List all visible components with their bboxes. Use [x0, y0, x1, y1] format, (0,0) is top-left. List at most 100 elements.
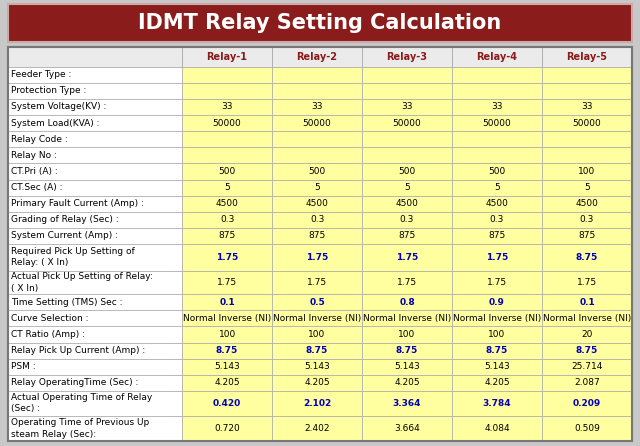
Text: 50000: 50000 — [303, 119, 332, 128]
Bar — [182, 310, 272, 326]
Text: 3.784: 3.784 — [483, 399, 511, 408]
Bar — [8, 47, 632, 441]
Text: 1.75: 1.75 — [396, 253, 418, 262]
Text: Relay-3: Relay-3 — [387, 52, 428, 62]
Bar — [272, 83, 362, 99]
Bar — [8, 391, 182, 416]
Bar — [362, 131, 452, 147]
Text: Operating Time of Previous Up
steam Relay (Sec):: Operating Time of Previous Up steam Rela… — [11, 418, 149, 438]
Text: CT Ratio (Amp) :: CT Ratio (Amp) : — [11, 330, 85, 339]
Bar — [542, 228, 632, 244]
Text: Normal Inverse (NI): Normal Inverse (NI) — [543, 314, 631, 323]
Text: 4.205: 4.205 — [304, 378, 330, 387]
Bar — [182, 391, 272, 416]
Bar — [182, 343, 272, 359]
Text: 5: 5 — [224, 183, 230, 192]
Text: Relay OperatingTime (Sec) :: Relay OperatingTime (Sec) : — [11, 378, 138, 387]
Bar — [272, 326, 362, 343]
Text: 5.143: 5.143 — [304, 362, 330, 371]
Bar — [362, 359, 452, 375]
Text: System Load(KVA) :: System Load(KVA) : — [11, 119, 99, 128]
Text: 2.087: 2.087 — [574, 378, 600, 387]
Bar — [542, 47, 632, 67]
Text: 5.143: 5.143 — [394, 362, 420, 371]
Bar — [362, 163, 452, 180]
Bar — [542, 196, 632, 212]
Bar — [362, 180, 452, 196]
Bar — [362, 343, 452, 359]
Bar — [452, 115, 542, 131]
Bar — [542, 212, 632, 228]
Text: 8.75: 8.75 — [576, 253, 598, 262]
Bar — [452, 196, 542, 212]
Bar — [362, 375, 452, 391]
Bar — [8, 375, 182, 391]
Bar — [362, 83, 452, 99]
Text: Required Pick Up Setting of
Relay: ( X In): Required Pick Up Setting of Relay: ( X I… — [11, 248, 135, 268]
Bar — [452, 271, 542, 294]
Bar — [8, 310, 182, 326]
Bar — [272, 228, 362, 244]
Text: Normal Inverse (NI): Normal Inverse (NI) — [273, 314, 361, 323]
Bar — [452, 212, 542, 228]
Text: 4500: 4500 — [216, 199, 239, 208]
Bar — [8, 196, 182, 212]
Bar — [272, 163, 362, 180]
Bar — [272, 67, 362, 83]
Bar — [8, 4, 632, 42]
Bar — [362, 47, 452, 67]
Text: Normal Inverse (NI): Normal Inverse (NI) — [453, 314, 541, 323]
Text: Relay-2: Relay-2 — [296, 52, 337, 62]
Bar — [8, 147, 182, 163]
Bar — [362, 196, 452, 212]
Bar — [542, 131, 632, 147]
Bar — [452, 244, 542, 271]
Text: Curve Selection :: Curve Selection : — [11, 314, 88, 323]
Text: 33: 33 — [581, 103, 593, 112]
Text: 500: 500 — [308, 167, 326, 176]
Bar — [272, 271, 362, 294]
Text: Grading of Relay (Sec) :: Grading of Relay (Sec) : — [11, 215, 118, 224]
Text: 0.3: 0.3 — [490, 215, 504, 224]
Text: 4.205: 4.205 — [394, 378, 420, 387]
Text: 1.75: 1.75 — [577, 278, 597, 287]
Bar — [8, 67, 182, 83]
Bar — [272, 391, 362, 416]
Text: 1.75: 1.75 — [216, 253, 238, 262]
Bar — [272, 294, 362, 310]
Bar — [182, 326, 272, 343]
Bar — [542, 115, 632, 131]
Text: 25.714: 25.714 — [572, 362, 603, 371]
Text: 1.75: 1.75 — [217, 278, 237, 287]
Text: 33: 33 — [221, 103, 233, 112]
Text: Actual Operating Time of Relay
(Sec) :: Actual Operating Time of Relay (Sec) : — [11, 393, 152, 413]
Text: 5.143: 5.143 — [484, 362, 510, 371]
Bar — [272, 244, 362, 271]
Bar — [182, 99, 272, 115]
Text: 100: 100 — [218, 330, 236, 339]
Text: 875: 875 — [399, 231, 415, 240]
Bar — [542, 271, 632, 294]
Text: 0.3: 0.3 — [310, 215, 324, 224]
Bar — [452, 163, 542, 180]
Text: 5: 5 — [314, 183, 320, 192]
Text: 50000: 50000 — [483, 119, 511, 128]
Bar — [182, 131, 272, 147]
Bar — [8, 416, 182, 441]
Text: Feeder Type :: Feeder Type : — [11, 70, 72, 79]
Bar — [8, 163, 182, 180]
Bar — [8, 343, 182, 359]
Text: 8.75: 8.75 — [216, 346, 238, 355]
Text: Relay Pick Up Current (Amp) :: Relay Pick Up Current (Amp) : — [11, 346, 145, 355]
Text: Relay Code :: Relay Code : — [11, 135, 68, 144]
Text: 4500: 4500 — [306, 199, 328, 208]
Bar — [362, 271, 452, 294]
Bar — [362, 416, 452, 441]
Text: 500: 500 — [218, 167, 236, 176]
Bar — [452, 47, 542, 67]
Bar — [272, 131, 362, 147]
Bar — [542, 391, 632, 416]
Text: 100: 100 — [579, 167, 596, 176]
Bar — [362, 294, 452, 310]
Bar — [272, 115, 362, 131]
